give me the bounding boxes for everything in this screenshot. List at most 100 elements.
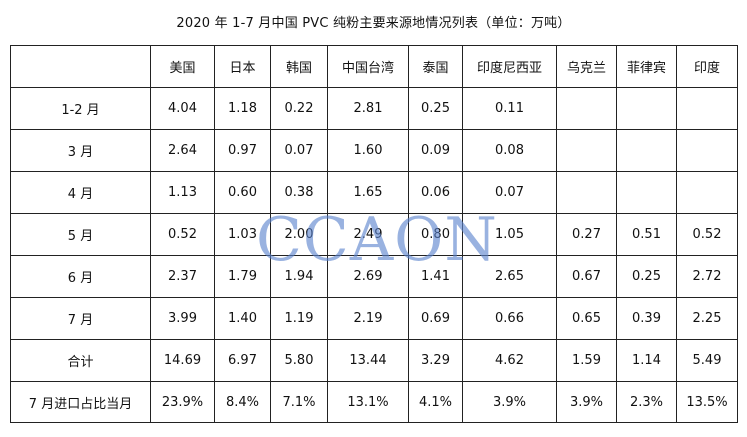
data-cell: 0.65 [556, 297, 617, 340]
data-cell [676, 171, 738, 214]
data-cell: 23.9% [150, 381, 215, 423]
data-cell: 1.41 [408, 255, 463, 298]
data-cell: 2.00 [270, 213, 328, 256]
data-cell: 0.22 [270, 87, 328, 130]
data-cell: 13.1% [327, 381, 409, 423]
source-table: 美国 日本 韩国 中国台湾 泰国 印度尼西亚 乌克兰 菲律宾 印度 1-2 月 4.04 1.18 0.… [10, 45, 738, 423]
data-cell: 2.72 [676, 255, 738, 298]
data-cell: 4.1% [408, 381, 463, 423]
data-cell: 0.27 [556, 213, 617, 256]
table-row: 5 月 0.52 1.03 2.00 2.49 0.80 1.05 0.27 0.51 0.52 [10, 213, 738, 256]
data-cell: 0.52 [150, 213, 215, 256]
data-cell: 1.05 [462, 213, 557, 256]
corner-cell [10, 45, 151, 88]
data-cell: 1.94 [270, 255, 328, 298]
data-cell: 1.18 [214, 87, 271, 130]
data-cell: 0.80 [408, 213, 463, 256]
data-cell: 0.39 [616, 297, 677, 340]
data-cell: 0.51 [616, 213, 677, 256]
column-header: 印度尼西亚 [462, 45, 557, 88]
table-row: 6 月 2.37 1.79 1.94 2.69 1.41 2.65 0.67 0.25 2.72 [10, 255, 738, 298]
data-cell: 3.99 [150, 297, 215, 340]
column-header: 韩国 [270, 45, 328, 88]
data-cell: 1.13 [150, 171, 215, 214]
data-cell: 3.9% [556, 381, 617, 423]
table-title: 2020 年 1-7 月中国 PVC 纯粉主要来源地情况列表（单位：万吨） [176, 16, 571, 31]
data-cell: 13.5% [676, 381, 738, 423]
data-cell: 0.25 [408, 87, 463, 130]
data-cell: 1.79 [214, 255, 271, 298]
data-cell: 0.97 [214, 129, 271, 172]
column-header: 菲律宾 [616, 45, 677, 88]
column-header: 乌克兰 [556, 45, 617, 88]
data-cell [556, 129, 617, 172]
row-label: 5 月 [10, 213, 151, 256]
data-cell: 0.52 [676, 213, 738, 256]
row-label: 7 月 [10, 297, 151, 340]
data-cell: 0.09 [408, 129, 463, 172]
data-cell: 0.08 [462, 129, 557, 172]
table-row: 7 月 3.99 1.40 1.19 2.19 0.69 0.66 0.65 0.39 2.25 [10, 297, 738, 340]
data-cell: 0.07 [462, 171, 557, 214]
data-cell [676, 87, 738, 130]
data-cell: 0.66 [462, 297, 557, 340]
data-cell: 1.65 [327, 171, 409, 214]
data-cell: 5.49 [676, 339, 738, 382]
data-cell [616, 129, 677, 172]
data-cell: 3.9% [462, 381, 557, 423]
row-label: 3 月 [10, 129, 151, 172]
data-cell: 2.3% [616, 381, 677, 423]
data-cell: 8.4% [214, 381, 271, 423]
table-row: 7 月进口占比当月 23.9% 8.4% 7.1% 13.1% 4.1% 3.9% 3.9% 2… [10, 381, 738, 423]
data-cell: 4.04 [150, 87, 215, 130]
table-row: 3 月 2.64 0.97 0.07 1.60 0.09 0.08 [10, 129, 738, 172]
data-cell: 0.25 [616, 255, 677, 298]
data-cell: 1.19 [270, 297, 328, 340]
row-label: 4 月 [10, 171, 151, 214]
data-cell: 13.44 [327, 339, 409, 382]
data-cell: 5.80 [270, 339, 328, 382]
data-cell: 0.69 [408, 297, 463, 340]
data-cell: 0.11 [462, 87, 557, 130]
column-header: 中国台湾 [327, 45, 409, 88]
data-cell: 1.14 [616, 339, 677, 382]
data-cell: 2.81 [327, 87, 409, 130]
data-cell [556, 171, 617, 214]
data-cell: 6.97 [214, 339, 271, 382]
data-cell [616, 171, 677, 214]
row-label: 6 月 [10, 255, 151, 298]
data-cell [676, 129, 738, 172]
data-cell: 1.59 [556, 339, 617, 382]
column-header: 泰国 [408, 45, 463, 88]
row-label: 合计 [10, 339, 151, 382]
table-row: 合计 14.69 6.97 5.80 13.44 3.29 4.62 1.59 1.14 5.49 [10, 339, 738, 382]
header-row: 美国 日本 韩国 中国台湾 泰国 印度尼西亚 乌克兰 菲律宾 印度 [10, 45, 738, 88]
data-cell: 2.65 [462, 255, 557, 298]
data-cell: 0.38 [270, 171, 328, 214]
column-header: 日本 [214, 45, 271, 88]
column-header: 美国 [150, 45, 215, 88]
data-cell: 14.69 [150, 339, 215, 382]
table-row: 4 月 1.13 0.60 0.38 1.65 0.06 0.07 [10, 171, 738, 214]
column-header: 印度 [676, 45, 738, 88]
data-cell [616, 87, 677, 130]
data-cell [556, 87, 617, 130]
data-cell: 2.69 [327, 255, 409, 298]
data-cell: 2.19 [327, 297, 409, 340]
row-label: 1-2 月 [10, 87, 151, 130]
data-cell: 1.60 [327, 129, 409, 172]
data-cell: 2.25 [676, 297, 738, 340]
data-cell: 0.67 [556, 255, 617, 298]
data-cell: 1.03 [214, 213, 271, 256]
data-cell: 2.37 [150, 255, 215, 298]
row-label: 7 月进口占比当月 [10, 381, 151, 423]
data-cell: 0.07 [270, 129, 328, 172]
data-cell: 2.49 [327, 213, 409, 256]
data-cell: 2.64 [150, 129, 215, 172]
data-cell: 4.62 [462, 339, 557, 382]
data-cell: 1.40 [214, 297, 271, 340]
data-cell: 0.60 [214, 171, 271, 214]
data-cell: 7.1% [270, 381, 328, 423]
table-row: 1-2 月 4.04 1.18 0.22 2.81 0.25 0.11 [10, 87, 738, 130]
data-cell: 0.06 [408, 171, 463, 214]
